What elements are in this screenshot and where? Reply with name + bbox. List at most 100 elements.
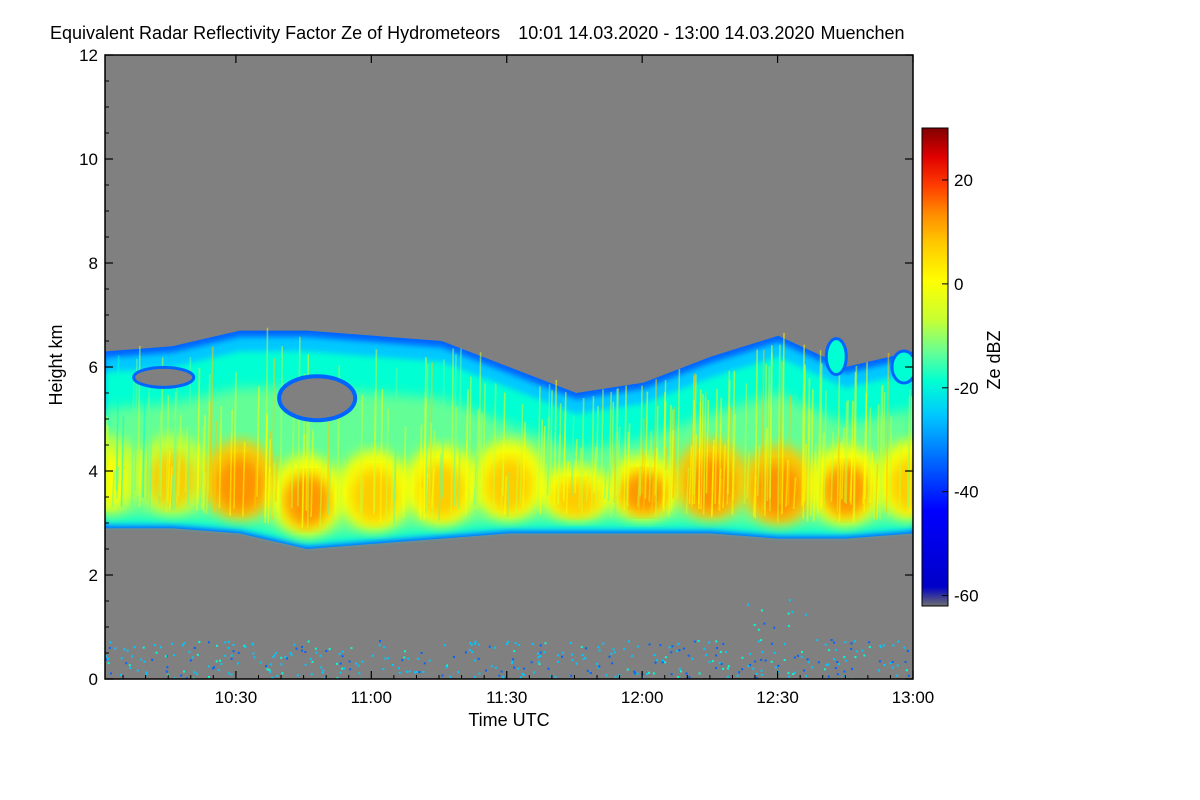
ground-clutter-echo <box>259 661 262 664</box>
ground-clutter-echo <box>570 674 573 677</box>
ground-clutter-echo <box>738 671 741 674</box>
ground-clutter-echo <box>685 672 688 675</box>
ground-clutter-echo <box>125 662 128 665</box>
fall-streak <box>271 462 276 516</box>
ground-clutter-echo <box>763 622 766 625</box>
ground-clutter-echo <box>354 662 357 665</box>
x-axis-label: Time UTC <box>468 710 549 730</box>
ground-clutter-echo <box>850 648 853 650</box>
ground-clutter-echo <box>212 667 215 670</box>
ground-clutter-echo <box>880 646 883 649</box>
fall-streak <box>869 451 874 503</box>
ground-clutter-echo <box>133 646 136 649</box>
ground-clutter-echo <box>422 671 425 673</box>
ground-clutter-echo <box>502 677 505 679</box>
ground-clutter-echo <box>281 672 284 675</box>
ground-clutter-echo <box>349 668 352 671</box>
ground-clutter-echo <box>783 643 786 646</box>
fall-streak <box>359 394 364 514</box>
fall-streak <box>676 368 681 499</box>
fall-streak <box>671 406 676 499</box>
ground-clutter-echo <box>358 672 361 675</box>
ground-clutter-echo <box>598 649 601 652</box>
fall-streak <box>105 425 109 510</box>
fall-streak <box>595 406 599 503</box>
ground-clutter-echo <box>514 642 517 644</box>
ground-clutter-echo <box>142 646 145 649</box>
ground-clutter-echo <box>580 646 583 648</box>
ground-clutter-echo <box>325 650 328 652</box>
ground-clutter-echo <box>844 641 847 644</box>
ground-clutter-echo <box>722 667 725 670</box>
fall-streak <box>688 445 693 504</box>
ground-clutter-echo <box>531 642 534 645</box>
ground-clutter-echo <box>788 675 791 678</box>
ground-clutter-echo <box>449 675 452 678</box>
ground-clutter-echo <box>270 663 273 666</box>
y-tick-label: 2 <box>89 566 98 585</box>
ground-clutter-echo <box>633 670 636 673</box>
ground-clutter-echo <box>845 659 848 662</box>
ground-clutter-echo <box>557 654 560 657</box>
ground-clutter-echo <box>523 667 526 670</box>
ground-clutter-echo <box>378 644 381 647</box>
fall-streak <box>626 423 631 507</box>
ground-clutter-echo <box>478 672 481 675</box>
ground-clutter-echo <box>289 652 292 655</box>
ground-clutter-echo <box>416 657 419 660</box>
ground-clutter-echo <box>646 673 649 676</box>
ground-clutter-echo <box>827 663 830 666</box>
ground-clutter-echo <box>664 661 667 664</box>
ground-clutter-echo <box>803 669 806 672</box>
ground-clutter-echo <box>793 671 796 674</box>
ground-clutter-echo <box>253 656 256 659</box>
fall-streak <box>590 396 595 517</box>
ground-clutter-echo <box>513 650 516 653</box>
ground-clutter-echo <box>473 642 476 645</box>
ground-clutter-echo <box>653 654 656 656</box>
fall-streak <box>519 403 524 503</box>
ground-clutter-echo <box>878 660 881 663</box>
ground-clutter-echo <box>219 659 221 662</box>
ground-clutter-echo <box>668 646 671 649</box>
ground-clutter-echo <box>824 643 827 646</box>
ground-clutter-echo <box>418 671 421 674</box>
ground-clutter-echo <box>109 641 112 644</box>
fall-streak <box>718 468 722 504</box>
ground-clutter-echo <box>855 650 858 653</box>
fall-streak <box>830 431 835 502</box>
ground-clutter-echo <box>506 643 508 645</box>
ground-clutter-echo <box>787 612 790 615</box>
ground-clutter-echo <box>401 659 404 662</box>
fall-streak <box>169 466 173 510</box>
fall-streak <box>233 372 237 509</box>
ground-clutter-echo <box>854 640 856 643</box>
ground-clutter-echo <box>715 640 718 643</box>
ground-clutter-echo <box>747 664 750 667</box>
ground-clutter-echo <box>151 658 154 661</box>
fall-streak <box>838 442 843 522</box>
cloud-core <box>216 458 263 512</box>
ground-clutter-echo <box>654 661 657 664</box>
fall-streak <box>482 383 486 499</box>
fall-streak <box>697 401 702 505</box>
fall-streak <box>648 431 653 502</box>
fall-streak <box>850 400 854 505</box>
ground-clutter-echo <box>350 647 353 650</box>
fall-streak <box>898 440 903 507</box>
fall-streak <box>229 409 233 516</box>
fall-streak <box>705 399 710 494</box>
ground-clutter-echo <box>896 674 899 677</box>
fall-streak <box>522 421 526 508</box>
fall-streak <box>170 474 174 511</box>
ground-clutter-echo <box>726 675 729 678</box>
fall-streak <box>763 364 768 510</box>
ground-clutter-echo <box>490 665 493 668</box>
ground-clutter-echo <box>474 659 477 662</box>
ground-clutter-echo <box>861 649 864 652</box>
ground-clutter-echo <box>452 656 455 658</box>
fall-streak <box>637 468 641 507</box>
fall-streak <box>319 460 323 527</box>
ground-clutter-echo <box>636 672 639 675</box>
fall-streak <box>200 425 205 510</box>
